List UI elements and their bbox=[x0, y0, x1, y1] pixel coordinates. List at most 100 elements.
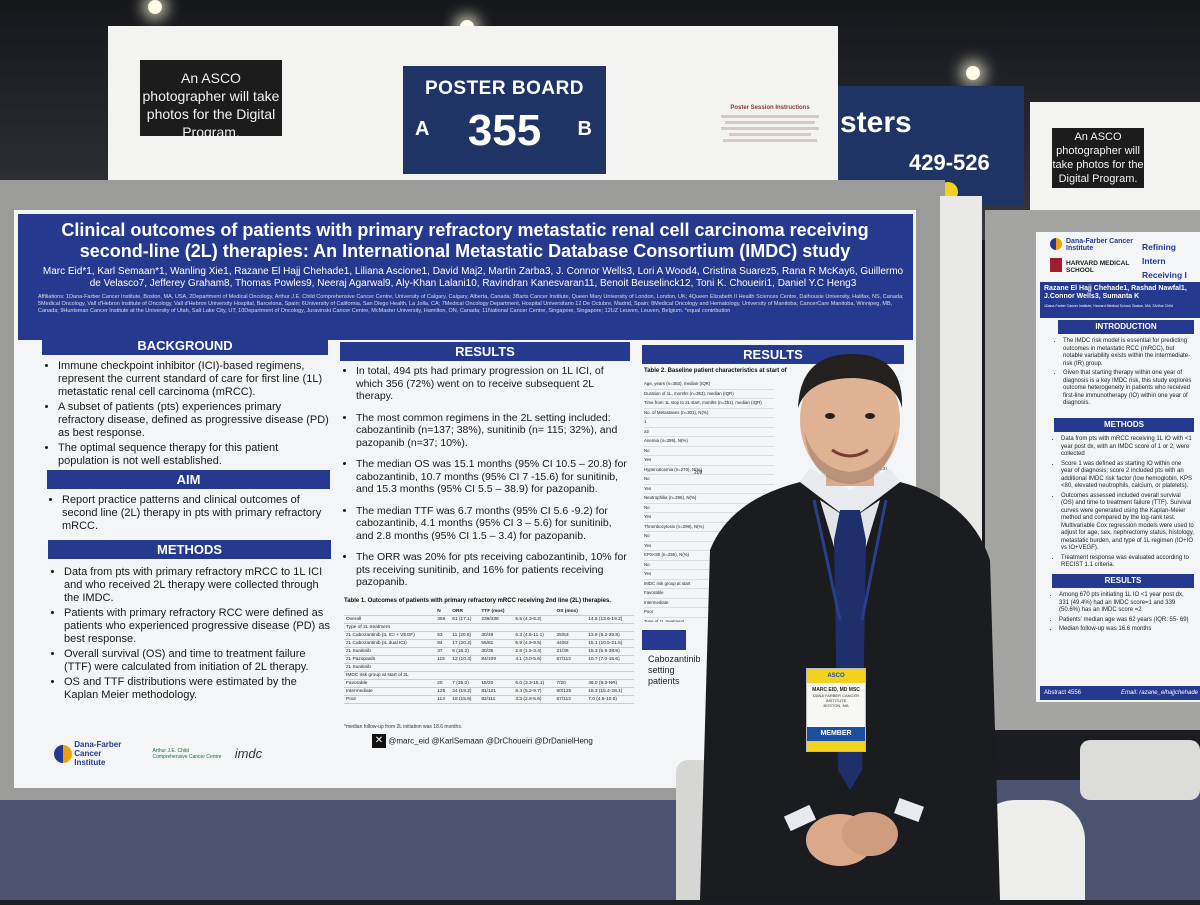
aim-heading: AIM bbox=[47, 470, 330, 489]
table1-cell bbox=[513, 671, 555, 680]
table2-row-label: Age, years (n=353), median (IQR) bbox=[644, 380, 774, 390]
table2-row-label: Yes bbox=[644, 513, 774, 523]
table1-caption: Table 1. Outcomes of patients with prima… bbox=[344, 598, 611, 604]
ceiling-light bbox=[148, 0, 162, 14]
table1-cell bbox=[513, 623, 555, 632]
table2-row-label: ≥2 bbox=[644, 428, 774, 437]
table1-footnote: *median follow-up from 2L initiation was… bbox=[344, 724, 463, 730]
results-bullet: In total, 494 pts had primary progressio… bbox=[356, 365, 628, 403]
table1-cell bbox=[435, 671, 451, 680]
table1-row: 2L Sunitinib bbox=[344, 663, 634, 672]
results3-bullet: Patients' median age was 62 years (IQR: … bbox=[1059, 617, 1194, 625]
methods-heading: METHODS bbox=[48, 540, 331, 559]
second-poster-title: Refining Intern Receiving I bbox=[1142, 242, 1187, 280]
table1-cell: 67/113 bbox=[554, 655, 587, 664]
table2-row-label: No. of Metastases (n=301), N(%) bbox=[644, 409, 774, 418]
asco-photographer-note: An ASCO photographer will take photos fo… bbox=[140, 60, 282, 140]
table1-header-cell: OS (mos) bbox=[554, 608, 587, 616]
dfci-logo-text: Dana-Farber Cancer Institute bbox=[74, 740, 122, 767]
table1-cell: 3.3 (2.8-5.6) bbox=[513, 695, 555, 704]
table1-cell: 7/20 bbox=[554, 679, 587, 688]
table2-row-label: Neutrophilia (n=295), N(%) bbox=[644, 494, 774, 504]
table1-row: Type of 2L treatment bbox=[344, 623, 634, 632]
table1-cell bbox=[554, 615, 587, 624]
intro-heading: INTRODUCTION bbox=[1058, 320, 1194, 334]
table2-row-label: Yes bbox=[644, 456, 774, 466]
table1-cell: 125 bbox=[435, 687, 451, 696]
table2-row-label: Yes bbox=[644, 570, 774, 580]
harvard-shield-icon bbox=[1050, 258, 1062, 272]
table1-cell: 53 bbox=[435, 631, 451, 640]
table1-cell: 8.4 (5.2-9.7) bbox=[513, 687, 555, 696]
table2-row-label: Yes bbox=[644, 485, 774, 494]
table2-row-label: Anemia (n=299), N(%) bbox=[644, 437, 774, 447]
ceiling-light bbox=[966, 66, 980, 80]
presenter bbox=[690, 350, 1010, 900]
table1-cell: 44/82 bbox=[554, 639, 587, 648]
methods-section: Data from pts with primary refractory mR… bbox=[50, 566, 330, 704]
table1-cell: Intermediate bbox=[344, 687, 436, 696]
table2-caption: Table 2. Baseline patient characteristic… bbox=[644, 368, 787, 374]
side-b-label: B bbox=[577, 118, 592, 140]
table2-row-label: Time from 1L stop to 2L start, months (n… bbox=[644, 399, 774, 409]
methods-bullet: Patients with primary refractory RCC wer… bbox=[64, 607, 330, 646]
results-bullet: The median TTF was 6.7 months (95% CI 5.… bbox=[356, 505, 628, 543]
table1-cell bbox=[479, 671, 514, 680]
table2-row-label: Duration of 1L, months (n=353), median (… bbox=[644, 390, 774, 399]
table1-cell: 6.0 (3.3-15.1) bbox=[513, 679, 555, 688]
harvard-logo-text: HARVARD MEDICAL SCHOOL bbox=[1066, 260, 1130, 274]
intro-section: The IMDC risk model is essential for pre… bbox=[1054, 338, 1194, 410]
child-centre-logo: Arthur J.E. Child Comprehensive Cancer C… bbox=[152, 747, 222, 760]
results-heading: RESULTS bbox=[340, 342, 630, 361]
results3-bullet: Among 670 pts initiating 1L IO <1 year p… bbox=[1059, 592, 1194, 615]
intro-bullet: The IMDC risk model is essential for pre… bbox=[1063, 338, 1194, 368]
name-badge: ASCO MARC EID, MD MSC DANA FARBER CANCER… bbox=[806, 668, 866, 752]
table1-cell: 25/53 bbox=[554, 631, 587, 640]
table1-cell bbox=[586, 623, 634, 632]
white-chair-back bbox=[1080, 740, 1200, 800]
methods-bullet: Overall survival (OS) and time to treatm… bbox=[64, 648, 330, 674]
results-section: In total, 494 pts had primary progressio… bbox=[344, 365, 628, 598]
table1-header-cell: ORR bbox=[450, 608, 480, 616]
results-bullet: The ORR was 20% for pts receiving caboza… bbox=[356, 551, 628, 589]
table1-header-cell bbox=[344, 608, 436, 616]
table1-cell: 114 bbox=[435, 695, 451, 704]
table1-row: 2L Cabozantinib (IL ICI + VEGF) 53 11 (20.… bbox=[344, 631, 634, 640]
background-section: Immune checkpoint inhibitor (ICI)-based … bbox=[44, 360, 330, 470]
table1-cell: 30/49 bbox=[479, 631, 514, 640]
badge-org: DANA FARBER CANCER INSTITUTE bbox=[812, 693, 859, 703]
table1-cell bbox=[586, 671, 634, 680]
table1-row: 2L Pazopanib 115 12 (10.4) 84/109 4.1 (3.0-5… bbox=[344, 655, 634, 664]
aim-bullet: Report practice patterns and clinical ou… bbox=[62, 494, 330, 533]
second-poster-header: Razane El Hajj Chehade1, Rashad Nawfal1,… bbox=[1040, 282, 1200, 318]
table2-row-label: No bbox=[644, 475, 774, 485]
table1-row: Favorable 20 7 (35.0) 15/20 6.0 (3.3-15.1) 7/… bbox=[344, 679, 634, 688]
poster-title: Clinical outcomes of patients with prima… bbox=[61, 220, 869, 261]
background-bullet: Immune checkpoint inhibitor (ICI)-based … bbox=[58, 360, 330, 399]
table1-cell: 2L Pazopanib bbox=[344, 655, 436, 664]
abstract-number: Abstract 4556 bbox=[1044, 690, 1082, 696]
table1-row: Poor 114 18 (15.8) 82/111 3.3 (2.8-5.6) 67/11… bbox=[344, 695, 634, 704]
table1-cell: 4.1 (3.0-5.6) bbox=[513, 655, 555, 664]
results3-section: Among 670 pts initiating 1L IO <1 year p… bbox=[1050, 592, 1194, 636]
table1-cell: 7.0 (4.6-10.8) bbox=[586, 695, 634, 704]
poster-board-number: 355 bbox=[467, 106, 542, 155]
table1-row: 2L Cabozantinib (IL dual ICI) 84 17 (20.2)… bbox=[344, 639, 634, 648]
badge-event: ASCO bbox=[807, 669, 865, 683]
social-handles: ✕ @marc_eid @KarlSemaan @DrChoueiri @DrD… bbox=[372, 734, 672, 748]
posters-range: 429-526 bbox=[909, 150, 990, 175]
table1-cell: 30/35 bbox=[479, 647, 514, 656]
table1-cell bbox=[554, 671, 587, 680]
poster-authors: Marc Eid*1, Karl Semaan*1, Wanling Xie1,… bbox=[42, 266, 904, 289]
table1-cell: 15/20 bbox=[479, 679, 514, 688]
results3-heading: RESULTS bbox=[1052, 574, 1194, 588]
results2-lower-bar bbox=[642, 630, 686, 650]
table1-cell: 37 bbox=[435, 647, 451, 656]
table2-row-label: Yes bbox=[644, 542, 774, 551]
table2-row-label: No bbox=[644, 447, 774, 456]
table1-cell: Favorable bbox=[344, 679, 436, 688]
methods2-section: Data from pts with mRCC receiving 1L IO … bbox=[1052, 436, 1194, 572]
badge-member: MEMBER bbox=[807, 727, 865, 741]
table1-header-cell: N bbox=[435, 608, 451, 616]
table1-cell: 60/125 bbox=[554, 687, 587, 696]
